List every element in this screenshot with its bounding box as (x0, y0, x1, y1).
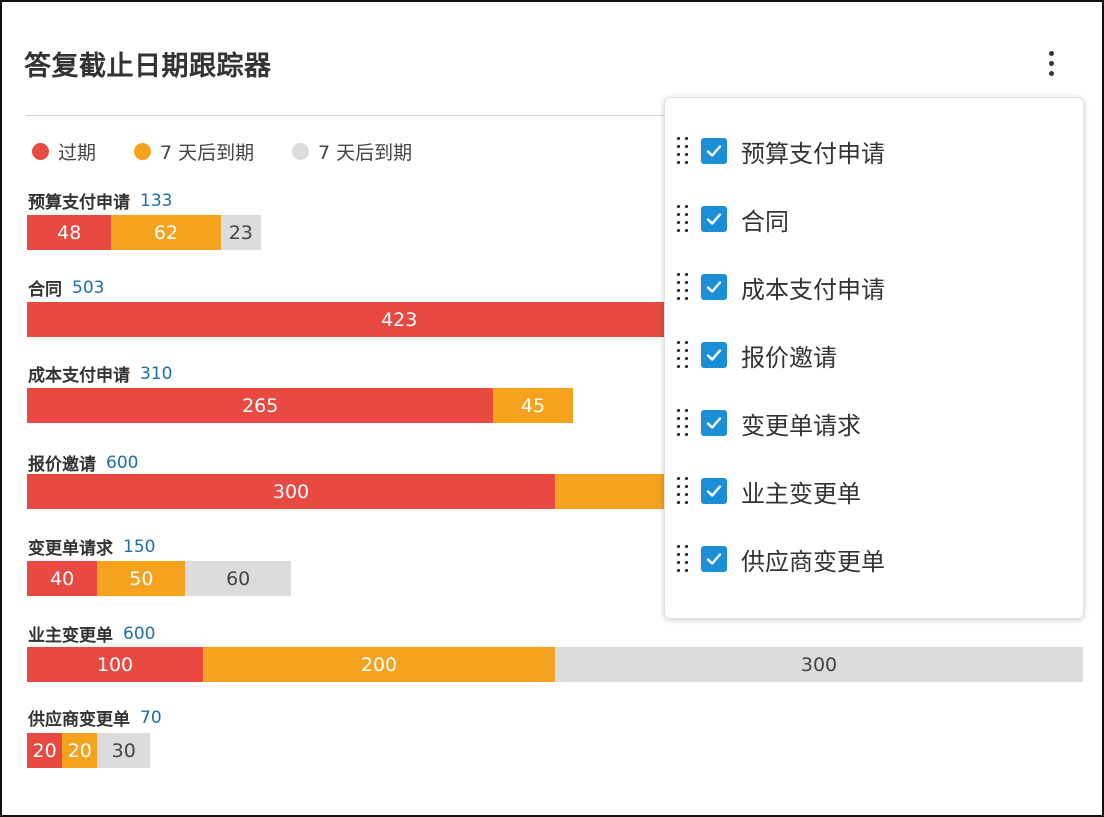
bar-segment-due-soon[interactable]: 200 (203, 647, 555, 682)
checkbox[interactable] (701, 342, 727, 368)
stacked-bar[interactable]: 100 200 300 (27, 647, 1083, 682)
legend-item-due-later: 7 天后到期 (292, 138, 412, 165)
row-name: 合同 (28, 280, 62, 300)
row-total: 503 (72, 277, 105, 298)
drag-handle-icon[interactable] (675, 204, 691, 234)
bar-segment-due-later[interactable]: 23 (220, 215, 262, 250)
filter-item-label: 供应商变更单 (741, 547, 885, 576)
drag-handle-icon[interactable] (675, 340, 691, 370)
row-label: 合同 503 (28, 275, 105, 301)
legend-item-overdue: 过期 (32, 138, 96, 165)
checkbox[interactable] (701, 546, 727, 572)
row-label: 变更单请求 150 (28, 534, 156, 560)
bar-segment-due-soon[interactable]: 62 (111, 215, 221, 250)
row-total: 133 (140, 190, 173, 211)
filter-item-label: 成本支付申请 (741, 275, 885, 304)
filter-item[interactable]: 报价邀请 (675, 337, 837, 373)
bar-segment-overdue[interactable]: 423 (27, 302, 772, 337)
row-name: 报价邀请 (28, 455, 96, 475)
row-label: 业主变更单 600 (28, 621, 156, 647)
drag-handle-icon[interactable] (675, 476, 691, 506)
stacked-bar[interactable]: 265 45 (27, 388, 573, 423)
category-filter-dropdown: 预算支付申请 合同成本支付申请 报价邀请变更单请求业主变更单供应商变更单 (664, 97, 1084, 619)
stacked-bar[interactable]: 40 50 60 (27, 561, 291, 596)
bar-segment-overdue[interactable]: 48 (27, 215, 112, 250)
checkbox[interactable] (701, 478, 727, 504)
bar-segment-overdue[interactable]: 20 (27, 733, 63, 768)
checkbox[interactable] (701, 206, 727, 232)
row-name: 预算支付申请 (28, 193, 130, 213)
drag-handle-icon[interactable] (675, 136, 691, 166)
stacked-bar[interactable]: 48 62 23 (27, 215, 262, 250)
row-label: 成本支付申请 310 (28, 361, 173, 387)
row-total: 310 (140, 363, 173, 384)
bar-segment-due-soon[interactable]: 50 (97, 561, 186, 596)
row-label: 预算支付申请 133 (28, 188, 173, 214)
row-name: 成本支付申请 (28, 366, 130, 386)
legend-label: 7 天后到期 (318, 142, 413, 164)
row-label: 报价邀请 600 (28, 450, 139, 476)
checkbox[interactable] (701, 410, 727, 436)
bar-segment-overdue[interactable]: 265 (27, 388, 494, 423)
drag-handle-icon[interactable] (675, 408, 691, 438)
drag-handle-icon[interactable] (675, 272, 691, 302)
drag-handle-icon[interactable] (675, 544, 691, 574)
filter-item[interactable]: 合同 (675, 201, 789, 237)
filter-item-label: 业主变更单 (741, 479, 861, 508)
row-label: 供应商变更单 70 (28, 705, 162, 731)
row-name: 供应商变更单 (28, 710, 130, 730)
filter-item[interactable]: 供应商变更单 (675, 541, 885, 577)
widget-title: 答复截止日期跟踪器 (24, 51, 272, 82)
row-name: 变更单请求 (28, 539, 113, 559)
bar-segment-overdue[interactable]: 100 (27, 647, 203, 682)
bar-segment-overdue[interactable]: 40 (27, 561, 98, 596)
bar-segment-due-later[interactable]: 60 (185, 561, 291, 596)
filter-item-label: 合同 (741, 207, 789, 236)
divider (26, 115, 670, 116)
legend-dot-icon (32, 143, 49, 160)
legend-item-due-soon: 7 天后到期 (134, 138, 254, 165)
filter-item-label: 变更单请求 (741, 411, 861, 440)
more-vertical-icon[interactable] (1038, 46, 1064, 80)
check-icon (706, 349, 722, 361)
check-icon (706, 213, 722, 225)
bar-segment-due-soon[interactable]: 45 (493, 388, 573, 423)
row-name: 业主变更单 (28, 626, 113, 646)
check-icon (706, 485, 722, 497)
legend-dot-icon (134, 143, 151, 160)
row-total: 600 (106, 452, 139, 473)
legend-label: 7 天后到期 (160, 142, 255, 164)
filter-item-label: 报价邀请 (741, 343, 837, 372)
check-icon (706, 281, 722, 293)
check-icon (706, 145, 722, 157)
legend-label: 过期 (58, 142, 97, 164)
checkbox[interactable] (701, 274, 727, 300)
row-total: 600 (123, 623, 156, 644)
stacked-bar[interactable]: 20 20 30 (27, 733, 151, 768)
bar-segment-overdue[interactable]: 300 (27, 474, 555, 509)
checkbox[interactable] (701, 138, 727, 164)
filter-item[interactable]: 成本支付申请 (675, 269, 885, 305)
check-icon (706, 417, 722, 429)
filter-item[interactable]: 变更单请求 (675, 405, 861, 441)
check-icon (706, 553, 722, 565)
filter-item[interactable]: 预算支付申请 (675, 133, 885, 169)
bar-segment-due-soon[interactable]: 20 (62, 733, 98, 768)
row-total: 70 (140, 707, 162, 728)
legend-dot-icon (292, 143, 309, 160)
filter-item-label: 预算支付申请 (741, 139, 885, 168)
bar-segment-due-later[interactable]: 300 (555, 647, 1083, 682)
row-total: 150 (123, 536, 156, 557)
filter-item[interactable]: 业主变更单 (675, 473, 861, 509)
bar-segment-due-later[interactable]: 30 (97, 733, 151, 768)
